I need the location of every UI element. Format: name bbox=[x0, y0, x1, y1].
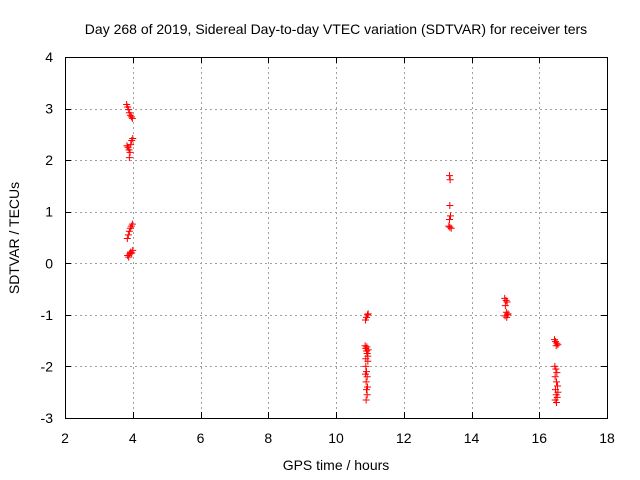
x-tick-label: 6 bbox=[197, 430, 205, 446]
data-point bbox=[503, 298, 511, 306]
x-tick-label: 18 bbox=[599, 430, 615, 446]
y-axis-title: SDTVAR / TECUs bbox=[6, 182, 22, 294]
data-point bbox=[364, 311, 372, 319]
grid bbox=[65, 57, 607, 418]
y-tick-label: 2 bbox=[45, 152, 53, 168]
data-point bbox=[125, 253, 133, 261]
data-point bbox=[129, 134, 137, 142]
data-point bbox=[446, 176, 454, 184]
data-point bbox=[124, 231, 132, 239]
data-point bbox=[127, 141, 135, 149]
data-point bbox=[554, 382, 562, 390]
y-tick-label: -2 bbox=[41, 358, 54, 374]
data-point bbox=[123, 142, 131, 150]
data-point bbox=[501, 302, 509, 310]
data-point bbox=[552, 342, 560, 350]
data-points bbox=[123, 100, 562, 407]
data-point bbox=[128, 220, 136, 228]
x-tick-label: 12 bbox=[396, 430, 412, 446]
data-point bbox=[361, 370, 369, 378]
data-point bbox=[364, 310, 372, 318]
data-point bbox=[446, 212, 454, 220]
data-point bbox=[363, 391, 371, 399]
x-axis-title: GPS time / hours bbox=[283, 457, 390, 473]
y-tick-label: 4 bbox=[45, 49, 53, 65]
data-point bbox=[123, 235, 131, 243]
x-tick-label: 14 bbox=[464, 430, 480, 446]
data-point bbox=[362, 362, 370, 370]
data-point bbox=[446, 202, 454, 210]
data-point bbox=[362, 386, 370, 394]
data-point bbox=[128, 114, 136, 122]
data-point bbox=[125, 154, 133, 162]
data-point bbox=[553, 378, 561, 386]
data-point bbox=[445, 215, 453, 223]
data-point bbox=[445, 172, 453, 180]
data-point bbox=[553, 369, 561, 377]
data-point bbox=[362, 378, 370, 386]
x-tick-label: 8 bbox=[264, 430, 272, 446]
data-point bbox=[502, 296, 510, 304]
data-point bbox=[364, 346, 372, 354]
data-point bbox=[504, 310, 512, 318]
y-tick-label: 0 bbox=[45, 255, 53, 271]
data-point bbox=[552, 365, 560, 373]
data-point bbox=[363, 343, 371, 351]
data-point bbox=[125, 106, 133, 114]
y-tick-label: 3 bbox=[45, 101, 53, 117]
y-tick-label: 1 bbox=[45, 204, 53, 220]
y-tick-label: -3 bbox=[41, 410, 54, 426]
data-point bbox=[503, 313, 511, 321]
data-point bbox=[554, 388, 562, 396]
plot-frame bbox=[65, 57, 608, 419]
y-tick-label: -1 bbox=[41, 307, 54, 323]
x-tick-label: 2 bbox=[61, 430, 69, 446]
data-point bbox=[551, 373, 559, 381]
data-point bbox=[447, 224, 455, 232]
data-point bbox=[129, 246, 137, 254]
data-point bbox=[553, 399, 561, 407]
data-point bbox=[362, 396, 370, 404]
data-point bbox=[127, 113, 135, 121]
data-point bbox=[446, 223, 454, 231]
data-point bbox=[364, 357, 372, 365]
x-tick-label: 4 bbox=[129, 430, 137, 446]
data-point bbox=[126, 148, 134, 156]
x-tick-label: 10 bbox=[328, 430, 344, 446]
data-point bbox=[554, 341, 562, 349]
data-point bbox=[125, 227, 133, 235]
chart-title: Day 268 of 2019, Sidereal Day-to-day VTE… bbox=[85, 21, 587, 37]
x-tick-label: 16 bbox=[531, 430, 547, 446]
